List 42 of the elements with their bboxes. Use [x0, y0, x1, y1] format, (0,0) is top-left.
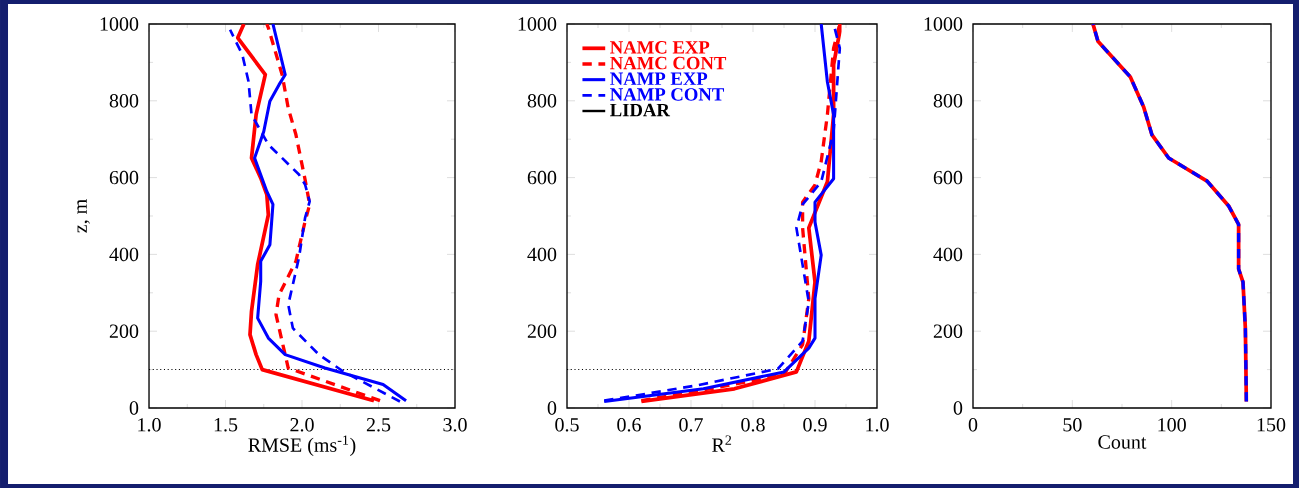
x-tick-label: 1.0 [138, 418, 161, 432]
x-tick-label: 2.0 [290, 418, 314, 432]
x-tick-label: 50 [1063, 418, 1082, 432]
x-axis-title: Count [1098, 435, 1147, 449]
legend-label: NAMP EXP [610, 72, 708, 85]
legend-label: LIDAR [610, 103, 671, 117]
y-tick-label: 600 [527, 170, 557, 185]
y-tick-label: 800 [527, 94, 557, 108]
x-tick-label: 1.0 [866, 418, 889, 432]
x-axis-title: RMSE (ms$^{-1}$) [248, 435, 356, 456]
y-tick-label: 600 [109, 170, 139, 185]
y-tick-label: 200 [527, 324, 557, 338]
x-tick-label: 0.9 [803, 418, 827, 432]
y-tick-label: 0 [129, 401, 139, 415]
y-tick-label: 1000 [924, 17, 963, 31]
y-tick-label: 0 [953, 401, 963, 415]
x-tick-label: 100 [1158, 418, 1186, 432]
x-tick-label: 0 [968, 418, 978, 432]
y-tick-label: 400 [109, 247, 139, 262]
y-tick-label: 800 [933, 94, 963, 108]
x-axis-title: R$^{2}$ [712, 435, 732, 452]
x-tick-label: 0.8 [741, 418, 765, 432]
y-tick-label: 0 [547, 401, 557, 415]
y-tick-label: 400 [933, 247, 963, 262]
y-tick-label: 1000 [518, 17, 557, 31]
legend-label: NAMC CONT [610, 56, 727, 70]
x-tick-label: 0.6 [617, 418, 641, 432]
y-tick-label: 200 [109, 324, 139, 338]
x-tick-label: 0.5 [555, 418, 579, 432]
y-tick-label: 1000 [100, 17, 139, 31]
x-tick-label: 150 [1257, 418, 1286, 432]
y-tick-label: 600 [933, 170, 963, 185]
y-tick-label: 400 [527, 247, 557, 262]
y-tick-label: 200 [933, 324, 963, 338]
x-tick-label: 0.7 [679, 418, 703, 432]
y-tick-label: 800 [109, 94, 139, 108]
y-axis-title: z, m [77, 199, 90, 233]
x-tick-label: 2.5 [366, 418, 391, 432]
x-tick-label: 1.5 [214, 418, 238, 432]
x-tick-label: 3.0 [443, 418, 467, 432]
legend-label: NAMP CONT [610, 88, 725, 101]
legend-label: NAMC EXP [610, 41, 710, 54]
